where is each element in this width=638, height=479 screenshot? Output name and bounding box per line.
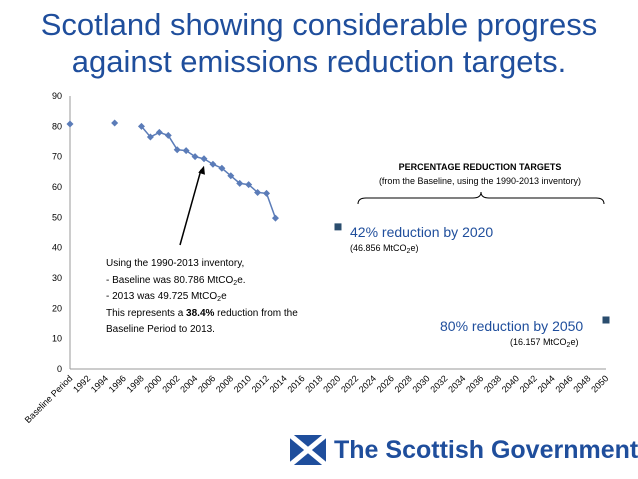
x-tick-label: 2006 bbox=[196, 373, 217, 394]
data-point bbox=[111, 119, 119, 127]
annotation-line-4: This represents a 38.4% reduction from t… bbox=[106, 307, 298, 319]
target-2050-value: (16.157 MtCO2e) bbox=[510, 337, 579, 349]
data-point bbox=[182, 147, 190, 155]
y-tick-label: 80 bbox=[52, 121, 62, 131]
data-point bbox=[155, 128, 163, 136]
y-tick-label: 60 bbox=[52, 182, 62, 192]
data-point bbox=[146, 133, 154, 141]
annotation-line-5: Baseline Period to 2013. bbox=[106, 324, 215, 335]
x-tick-label: 2040 bbox=[500, 373, 521, 394]
chart-marks bbox=[66, 119, 610, 324]
x-tick-label: 1992 bbox=[71, 373, 92, 394]
x-tick-label: 2024 bbox=[357, 373, 378, 394]
target-point bbox=[334, 223, 342, 231]
data-point bbox=[218, 164, 226, 172]
data-point bbox=[271, 214, 279, 222]
chart-overlays bbox=[179, 165, 605, 246]
y-tick-label: 90 bbox=[52, 91, 62, 101]
data-point bbox=[66, 120, 74, 128]
data-point bbox=[227, 172, 235, 180]
annotation-arrow-line bbox=[179, 169, 202, 246]
logo-text: The Scottish Government bbox=[334, 435, 638, 464]
x-tick-label: 2014 bbox=[268, 373, 289, 394]
x-tick-label: 2022 bbox=[339, 373, 360, 394]
x-tick-label: 2000 bbox=[143, 373, 164, 394]
y-tick-label: 10 bbox=[52, 334, 62, 344]
x-tick-label: 1998 bbox=[125, 373, 146, 394]
data-point bbox=[191, 153, 199, 161]
target-2020-label: 42% reduction by 2020 bbox=[350, 224, 494, 240]
x-tick-label: 2026 bbox=[375, 373, 396, 394]
x-tick-label: 2030 bbox=[411, 373, 432, 394]
x-tick-label: 2048 bbox=[571, 373, 592, 394]
targets-subheading: (from the Baseline, using the 1990-2013 … bbox=[378, 176, 582, 186]
annotation-line-3: - 2013 was 49.725 MtCO2e bbox=[106, 291, 227, 303]
data-point bbox=[236, 179, 244, 187]
x-tick-label: 2034 bbox=[446, 373, 467, 394]
y-tick-label: 50 bbox=[52, 212, 62, 222]
targets-brace bbox=[357, 191, 605, 205]
scottish-government-logo: The Scottish Government bbox=[290, 432, 638, 468]
x-tick-label: 2002 bbox=[160, 373, 181, 394]
x-tick-label: 2038 bbox=[482, 373, 503, 394]
x-tick-label: 2018 bbox=[303, 373, 324, 394]
x-tick-label: 2016 bbox=[285, 373, 306, 394]
x-tick-label: 2032 bbox=[428, 373, 449, 394]
x-tick-label: 2012 bbox=[250, 373, 271, 394]
data-point bbox=[173, 146, 181, 154]
y-tick-label: 20 bbox=[52, 303, 62, 313]
x-tick-label: 2042 bbox=[518, 373, 539, 394]
saltire-flag-icon bbox=[290, 435, 326, 465]
x-tick-label: 2044 bbox=[536, 373, 557, 394]
data-point bbox=[209, 160, 217, 168]
x-tick-label: 2046 bbox=[553, 373, 574, 394]
annotation-line-1: Using the 1990-2013 inventory, bbox=[106, 258, 245, 269]
data-point bbox=[245, 181, 253, 189]
target-2050-label: 80% reduction by 2050 bbox=[440, 318, 584, 334]
x-tick-label: 2036 bbox=[464, 373, 485, 394]
data-point bbox=[164, 131, 172, 139]
y-tick-label: 30 bbox=[52, 273, 62, 283]
x-tick-label: Baseline Period bbox=[23, 373, 75, 425]
y-tick-label: 40 bbox=[52, 243, 62, 253]
x-tick-label: 2010 bbox=[232, 373, 253, 394]
y-tick-label: 70 bbox=[52, 152, 62, 162]
x-tick-label: 2050 bbox=[589, 373, 610, 394]
data-point bbox=[254, 188, 262, 196]
target-2020-value: (46.856 MtCO2e) bbox=[350, 243, 419, 255]
data-point bbox=[263, 189, 271, 197]
annotation-arrowhead bbox=[198, 165, 205, 175]
slide-title: Scotland showing considerable progress a… bbox=[40, 7, 598, 79]
y-tick-label: 0 bbox=[57, 364, 62, 374]
target-point bbox=[602, 316, 610, 324]
x-tick-label: 2020 bbox=[321, 373, 342, 394]
data-point bbox=[200, 155, 208, 163]
x-tick-label: 2004 bbox=[178, 373, 199, 394]
x-tick-label: 1994 bbox=[89, 373, 110, 394]
x-tick-label: 1996 bbox=[107, 373, 128, 394]
series-line bbox=[140, 125, 277, 219]
targets-heading: PERCENTAGE REDUCTION TARGETS bbox=[398, 162, 562, 172]
x-tick-label: 2008 bbox=[214, 373, 235, 394]
annotation-line-2: - Baseline was 80.786 MtCO2e. bbox=[106, 274, 246, 287]
x-tick-label: 2028 bbox=[393, 373, 414, 394]
data-point bbox=[137, 122, 145, 130]
inventory-annotation: Using the 1990-2013 inventory, - Baselin… bbox=[106, 256, 336, 339]
